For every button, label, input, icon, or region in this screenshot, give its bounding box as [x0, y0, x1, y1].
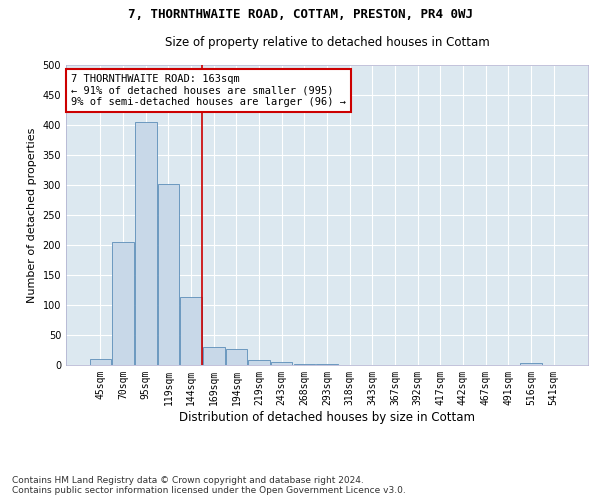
- Bar: [112, 242, 134, 365]
- Bar: [248, 360, 270, 365]
- Title: Size of property relative to detached houses in Cottam: Size of property relative to detached ho…: [164, 36, 490, 49]
- Text: Contains HM Land Registry data © Crown copyright and database right 2024.
Contai: Contains HM Land Registry data © Crown c…: [12, 476, 406, 495]
- Bar: [520, 362, 542, 365]
- X-axis label: Distribution of detached houses by size in Cottam: Distribution of detached houses by size …: [179, 410, 475, 424]
- Y-axis label: Number of detached properties: Number of detached properties: [27, 128, 37, 302]
- Bar: [181, 297, 202, 365]
- Bar: [203, 347, 224, 365]
- Bar: [135, 122, 157, 365]
- Bar: [158, 184, 179, 365]
- Text: 7, THORNTHWAITE ROAD, COTTAM, PRESTON, PR4 0WJ: 7, THORNTHWAITE ROAD, COTTAM, PRESTON, P…: [128, 8, 473, 20]
- Bar: [271, 362, 292, 365]
- Bar: [226, 349, 247, 365]
- Bar: [90, 359, 111, 365]
- Bar: [293, 364, 315, 365]
- Bar: [316, 364, 338, 365]
- Text: 7 THORNTHWAITE ROAD: 163sqm
← 91% of detached houses are smaller (995)
9% of sem: 7 THORNTHWAITE ROAD: 163sqm ← 91% of det…: [71, 74, 346, 107]
